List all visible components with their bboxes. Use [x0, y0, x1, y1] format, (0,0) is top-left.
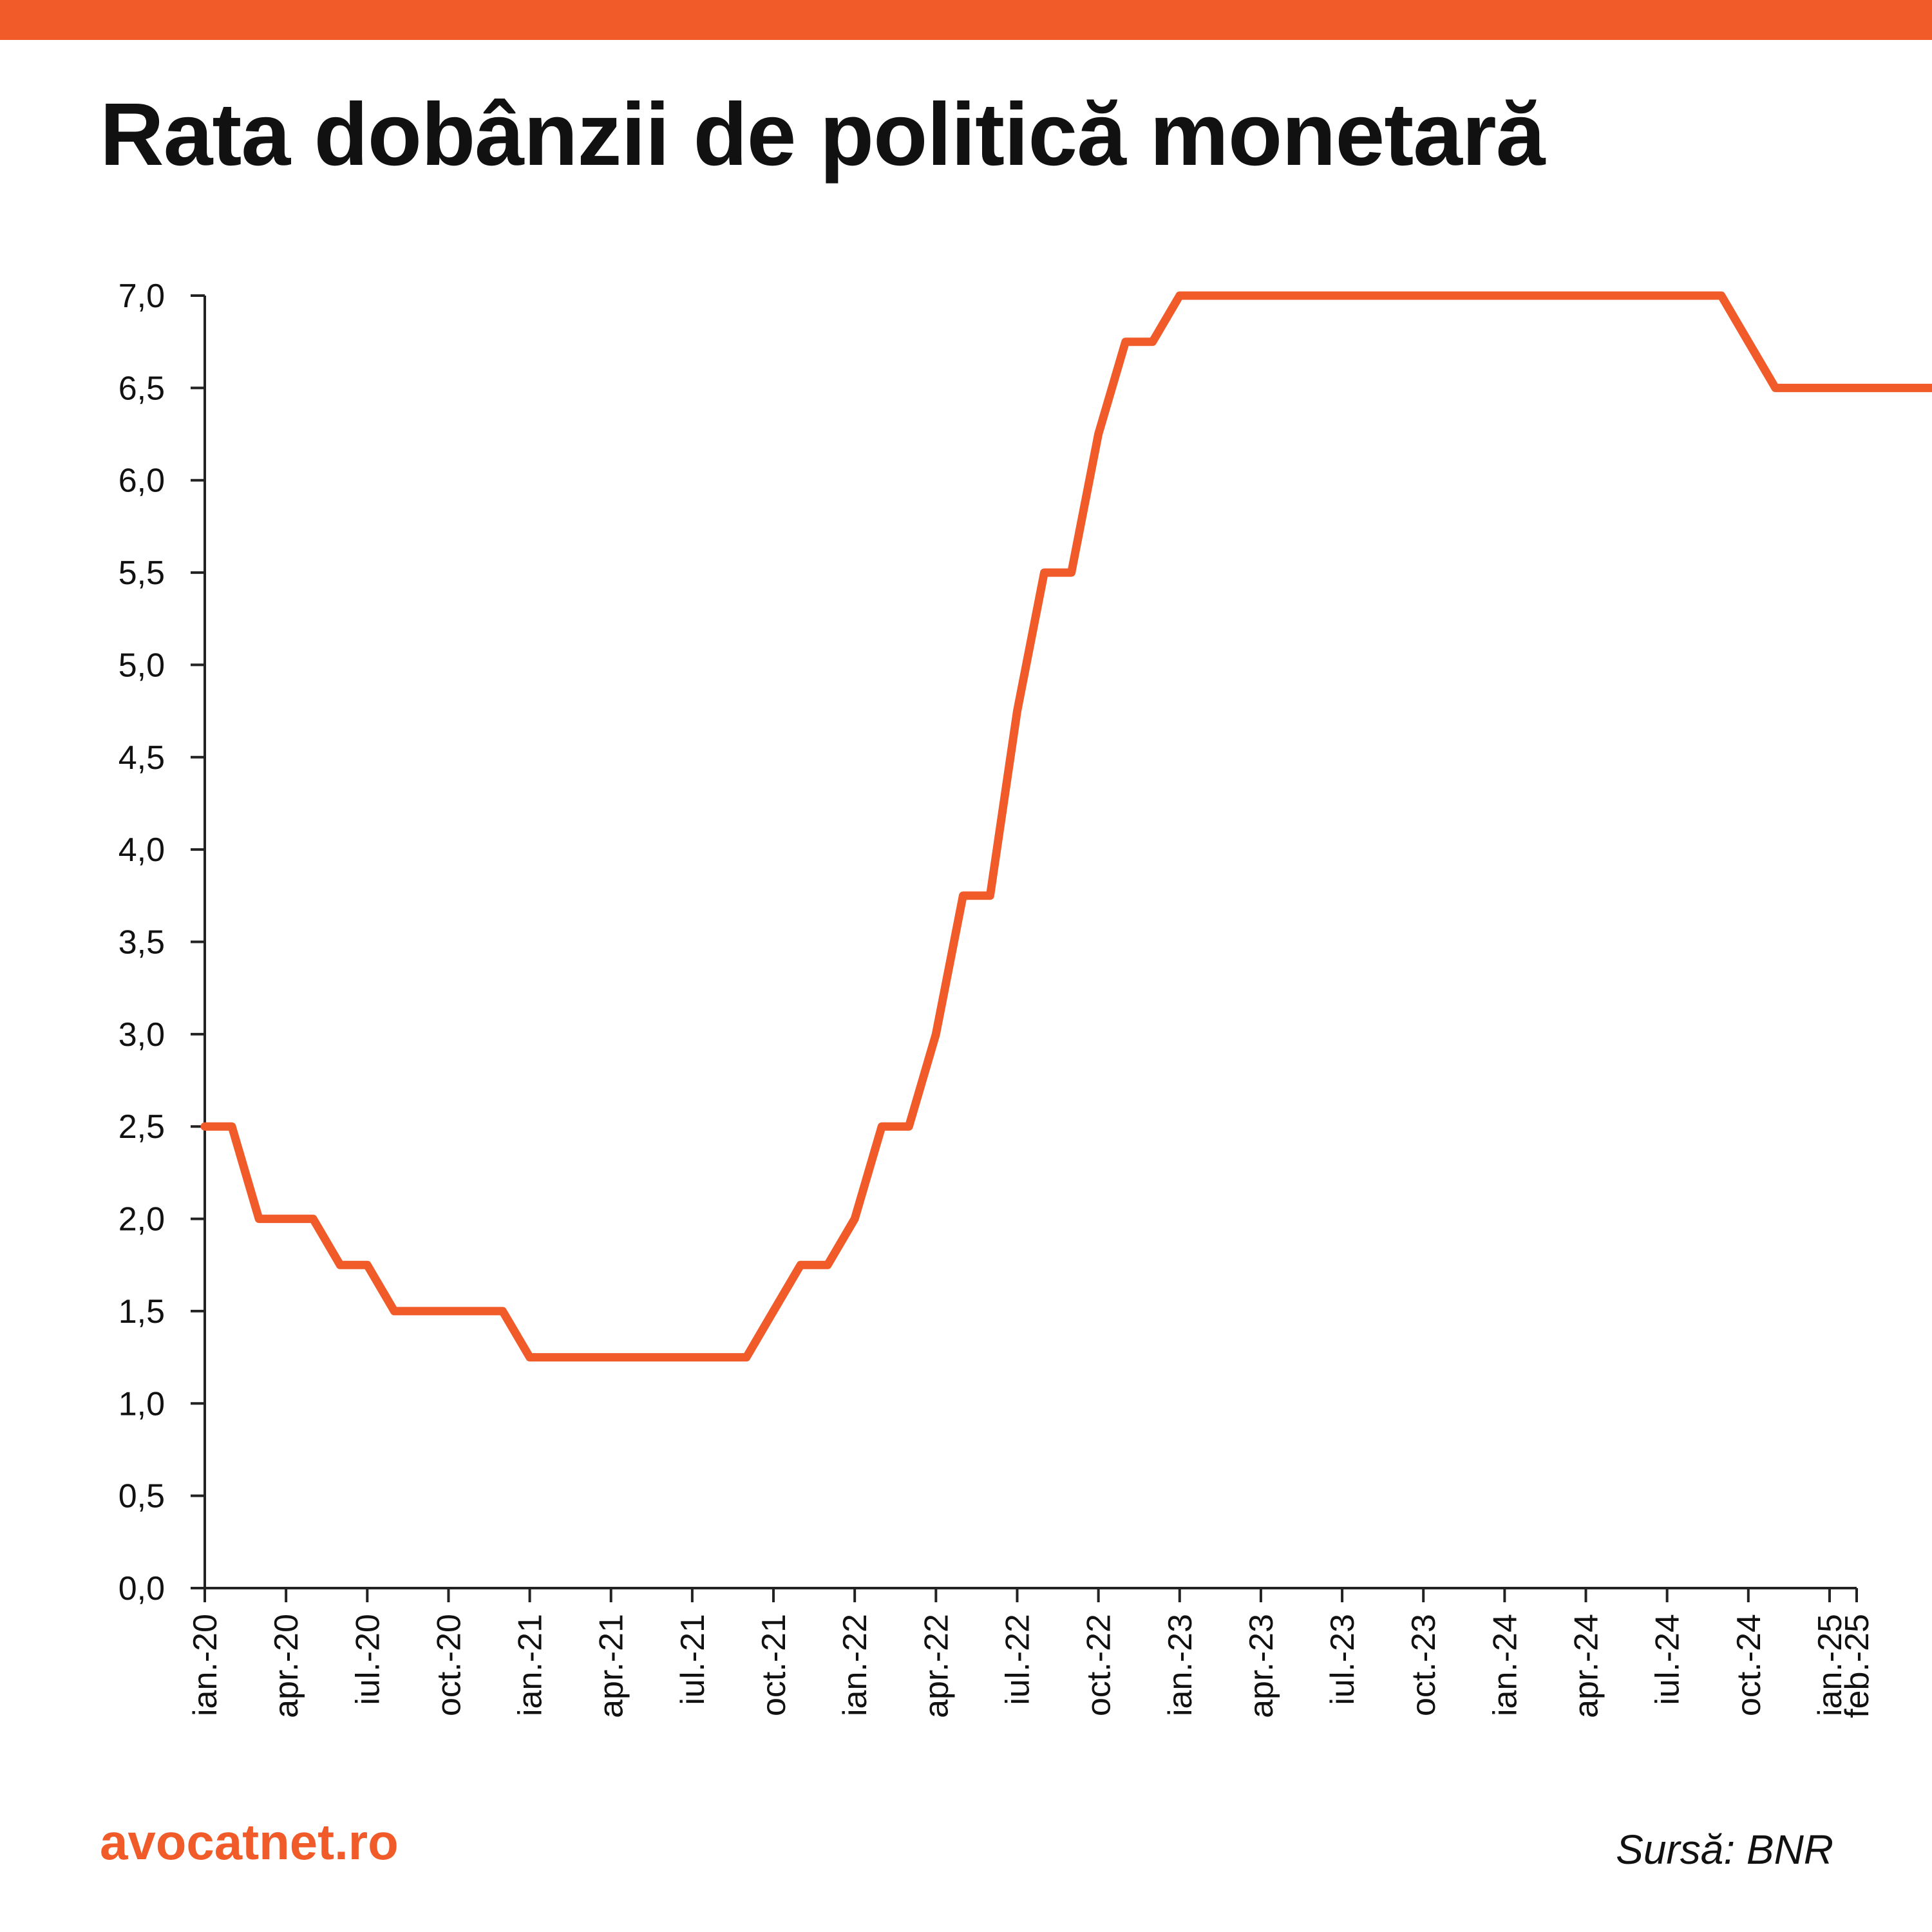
- y-tick-label: 4,0: [118, 831, 165, 869]
- x-tick-label: oct.-23: [1405, 1614, 1443, 1716]
- y-tick-label: 1,5: [118, 1293, 165, 1331]
- x-tick-label: iul.-24: [1649, 1614, 1687, 1705]
- brand-logo-text[interactable]: avocatnet.ro: [100, 1814, 399, 1870]
- x-tick-label: apr.-24: [1568, 1614, 1605, 1718]
- x-tick-label: apr.-21: [593, 1614, 630, 1718]
- y-tick-label: 1,0: [118, 1385, 165, 1423]
- series-line: [200, 291, 1932, 1362]
- x-tick-label: ian.-23: [1162, 1614, 1199, 1716]
- x-tick-label: apr.-22: [918, 1614, 955, 1718]
- x-tick-label: apr.-23: [1243, 1614, 1280, 1718]
- x-tick-label: iul.-20: [349, 1614, 386, 1705]
- y-axis: 0,0 0,5 1,0 1,5 2,0 2,5 3,0 3,5 4,0 4,5 5,0 5,5 6,0 6…: [118, 278, 206, 1607]
- x-tick-label: feb.-25: [1839, 1614, 1876, 1718]
- x-tick-label: apr.-20: [268, 1614, 305, 1718]
- series-group: 6,5: [200, 291, 1932, 1362]
- x-tick-label: iul.-23: [1324, 1614, 1361, 1705]
- y-tick-label: 5,0: [118, 647, 165, 684]
- top-accent-bar: [0, 0, 1932, 40]
- x-tick-label: ian.-21: [512, 1614, 549, 1716]
- source-note: Sursă: BNR: [1616, 1826, 1833, 1873]
- y-tick-label: 2,0: [118, 1201, 165, 1238]
- x-tick-label: oct.-21: [755, 1614, 793, 1716]
- x-tick-label: ian.-24: [1486, 1614, 1524, 1716]
- x-axis: ian.-20 apr.-20 iul.-20 oct.-20 ian.-21 apr.-…: [187, 1587, 1876, 1718]
- y-tick-label: 0,5: [118, 1478, 165, 1515]
- x-tick-label: oct.-22: [1081, 1614, 1118, 1716]
- x-tick-label: oct.-24: [1730, 1614, 1768, 1716]
- y-tick-label: 2,5: [118, 1108, 165, 1146]
- y-tick-label: 4,5: [118, 739, 165, 777]
- x-tick-label: iul.-21: [674, 1614, 712, 1705]
- y-tick-label: 0,0: [118, 1570, 165, 1607]
- y-tick-label: 7,0: [118, 278, 165, 315]
- y-tick-label: 6,0: [118, 462, 165, 500]
- y-tick-label: 6,5: [118, 370, 165, 407]
- x-tick-label: ian.-25: [1812, 1614, 1849, 1716]
- x-tick-label: oct.-20: [430, 1614, 468, 1716]
- x-tick-label: ian.-20: [187, 1614, 224, 1716]
- chart-title: Rata dobânzii de politică monetară: [100, 85, 1545, 184]
- y-tick-label: 5,5: [118, 554, 165, 592]
- y-tick-label: 3,0: [118, 1016, 165, 1054]
- x-tick-label: iul.-22: [999, 1614, 1036, 1705]
- x-tick-label: ian.-22: [837, 1614, 874, 1716]
- y-tick-label: 3,5: [118, 924, 165, 961]
